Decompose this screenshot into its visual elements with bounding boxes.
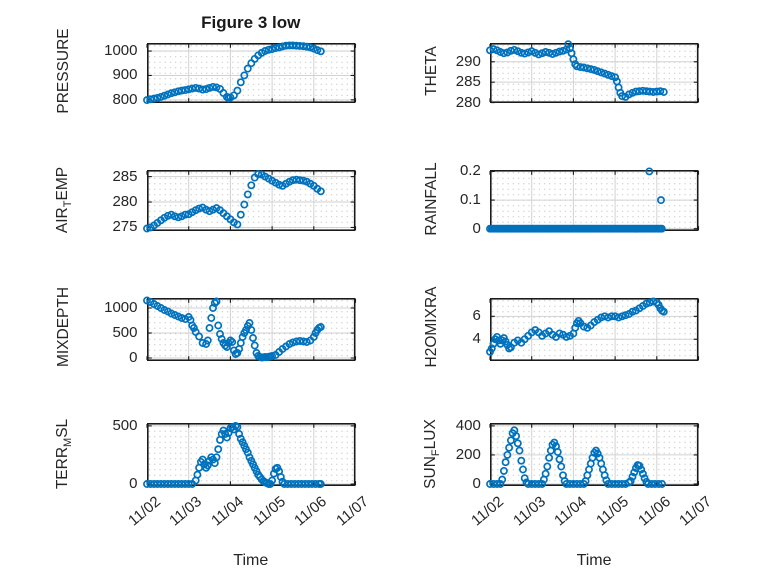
figure-title: Figure 3 low xyxy=(201,13,301,32)
y-tick-label: 285 xyxy=(455,73,481,91)
axes-box xyxy=(489,43,699,104)
y-tick-label: 200 xyxy=(455,445,481,463)
tick-marks xyxy=(489,44,699,104)
y-tick-label: 275 xyxy=(112,218,138,236)
y-axis-label-text: TERR xyxy=(54,446,71,489)
y-tick-label: 0 xyxy=(472,219,481,237)
scatter-series-pressure xyxy=(142,41,325,105)
y-axis-label-terr-msl: TERRMSL xyxy=(54,344,74,564)
y-axis-label-subscript: T xyxy=(62,200,74,207)
x-tick-label: 11/02 xyxy=(467,493,507,530)
y-tick-label: 500 xyxy=(112,416,138,434)
axes-box xyxy=(489,297,699,361)
plot-area-air-temp xyxy=(142,170,356,233)
y-axis-label-text: EMP xyxy=(54,166,71,201)
plot-area-pressure xyxy=(142,41,356,105)
subplot-pressure: 800 900 1000 PRESSURE xyxy=(55,28,356,114)
y-axis-label-text: LUX xyxy=(421,418,439,449)
scatter-series-mixdepth xyxy=(142,296,325,361)
axes-box xyxy=(146,43,355,104)
y-tick-label: 500 xyxy=(112,323,138,341)
y-tick-label: 800 xyxy=(112,90,138,108)
axes-box xyxy=(146,297,355,361)
y-axis-label-sun-flux: SUNFLUX xyxy=(422,344,442,564)
scatter-series-theta xyxy=(485,40,668,101)
scatter-series-air-temp xyxy=(142,170,325,233)
y-tick-label: 290 xyxy=(455,52,481,70)
y-tick-label: 1000 xyxy=(104,298,138,316)
subplot-air-temp: 275 280 285 AIRTEMP xyxy=(54,166,356,235)
y-tick-label: 900 xyxy=(112,66,138,84)
plot-area-mixdepth xyxy=(142,296,356,361)
y-axis-label-subscript: F xyxy=(429,448,442,456)
y-tick-label: 0 xyxy=(472,475,481,492)
subplot-sun-flux: 0 200 400 SUNFLUX 11/02 11/03 11/04 11/05 11/06 1… xyxy=(422,417,715,569)
subplot-theta: 280 285 290 THETA xyxy=(423,40,699,111)
y-tick-label: 0.1 xyxy=(459,191,481,209)
axes-box xyxy=(146,423,355,487)
axes-box xyxy=(146,170,355,232)
scatter-series-terr-msl xyxy=(142,421,325,488)
scatter-series-rainfall xyxy=(485,167,666,233)
y-tick-label: 1000 xyxy=(104,42,138,59)
plot-area-rainfall xyxy=(485,167,699,233)
y-tick-label: 0 xyxy=(129,475,138,492)
tick-marks xyxy=(145,298,356,360)
plot-area-terr-msl xyxy=(142,421,356,488)
y-tick-label: 0 xyxy=(129,348,138,366)
x-tick-label: 11/07 xyxy=(333,493,372,530)
y-axis-label-text: SUN xyxy=(421,455,439,489)
x-tick-label: 11/05 xyxy=(592,493,632,530)
subplot-mixdepth: 0 500 1000 MIXDEPTH xyxy=(55,287,356,367)
major-grid xyxy=(490,43,698,103)
y-tick-label: 0.2 xyxy=(459,162,481,180)
y-tick-label: 400 xyxy=(455,416,481,434)
plot-area-theta xyxy=(485,40,699,104)
plot-area-h2omixra xyxy=(485,296,699,361)
y-tick-label: 6 xyxy=(472,306,481,324)
scatter-series-h2omixra xyxy=(485,296,668,356)
subplot-rainfall: 0 0.1 0.2 RAINFALL xyxy=(423,162,699,237)
x-axis-label: Time xyxy=(576,552,612,569)
y-tick-label: 280 xyxy=(455,93,481,111)
x-tick-label: 11/04 xyxy=(207,493,247,530)
y-axis-label-text: SL xyxy=(54,418,71,438)
subplot-h2omixra: 4 6 H2OMIXRA xyxy=(423,287,699,367)
y-tick-label: 4 xyxy=(472,329,481,347)
y-tick-label: 280 xyxy=(112,193,138,210)
subplot-terr-msl: 0 500 TERRMSL 11/02 11/03 11/04 11/05 11/06 11/0… xyxy=(54,417,372,569)
plot-area-sun-flux xyxy=(485,423,699,488)
y-axis-label-subscript: M xyxy=(62,437,74,447)
x-axis-label: Time xyxy=(233,552,269,569)
scatter-series-sun-flux xyxy=(485,426,666,488)
axes-box xyxy=(489,423,699,487)
y-tick-label: 285 xyxy=(112,167,138,185)
